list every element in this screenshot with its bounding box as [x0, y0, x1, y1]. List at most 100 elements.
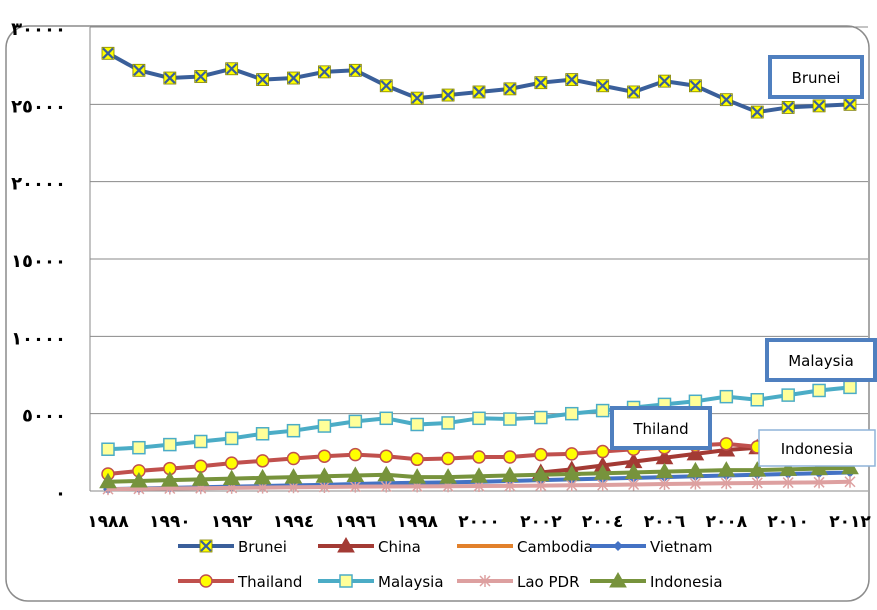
data-point — [194, 434, 208, 449]
grid-lines — [90, 26, 868, 415]
data-point — [810, 459, 828, 476]
x-tick-label: ٢٠٠٠ — [458, 512, 500, 532]
data-point — [750, 392, 764, 407]
data-point — [720, 477, 732, 490]
data-point — [315, 467, 334, 483]
data-point — [535, 479, 547, 492]
data-point — [689, 477, 701, 490]
data-point — [655, 462, 674, 479]
legend-entry-lao-pdr: Lao PDR — [457, 573, 580, 591]
data-point — [609, 571, 627, 588]
data-point — [318, 65, 331, 79]
data-point — [255, 427, 270, 441]
data-point — [503, 412, 517, 426]
data-point — [287, 71, 300, 85]
data-point — [410, 417, 424, 432]
data-point — [472, 450, 486, 464]
x-tick-label: ١٩٩٤ — [273, 512, 315, 532]
data-point — [286, 423, 301, 438]
data-point — [470, 467, 488, 483]
data-point — [688, 394, 703, 409]
data-point — [224, 456, 239, 470]
x-tick-label: ١٩٩٢ — [211, 512, 253, 532]
x-tick-label: ٢٠٠٤ — [582, 512, 624, 532]
data-point — [377, 465, 396, 482]
data-point — [628, 478, 640, 491]
data-point — [255, 454, 270, 468]
x-tick-label: ٢٠١٠ — [767, 512, 809, 532]
legend-entry-china: China — [318, 536, 421, 556]
data-point — [130, 471, 148, 488]
data-point — [348, 447, 363, 462]
legend-entry-thailand: Thailand — [178, 573, 302, 591]
y-tick-label: ٠ — [55, 483, 66, 504]
data-point — [253, 468, 272, 485]
data-point — [719, 93, 733, 107]
y-tick-label: ٢٥٠٠٠ — [11, 96, 66, 117]
data-point — [408, 468, 427, 484]
legend-label: Lao PDR — [517, 573, 580, 591]
legend-label: Cambodia — [517, 538, 593, 556]
data-point — [379, 449, 393, 463]
legend-entry-malaysia: Malaysia — [318, 573, 444, 591]
data-point — [719, 437, 734, 451]
data-point — [441, 88, 455, 102]
data-point — [441, 416, 455, 430]
data-point — [534, 447, 548, 462]
data-point — [565, 406, 579, 421]
y-tick-label: ٥٠٠٠ — [22, 406, 66, 427]
data-point — [534, 410, 548, 425]
data-point — [346, 466, 365, 483]
data-point — [194, 70, 208, 83]
data-point — [779, 460, 798, 476]
data-point — [379, 79, 393, 93]
annotation-malaysia: Malaysia — [765, 338, 877, 382]
data-point — [224, 431, 239, 446]
y-tick-labels: ٠ ٥٠٠٠ ١٠٠٠٠ ١٥٠٠٠ ٢٠٠٠٠ ٢٥٠٠٠ ٣٠٠٠٠ — [11, 19, 66, 504]
data-point — [531, 465, 550, 482]
data-point — [348, 414, 363, 429]
data-point — [750, 105, 764, 119]
data-point — [191, 470, 210, 486]
legend-label: Brunei — [238, 538, 287, 556]
data-point — [222, 469, 241, 486]
data-point — [199, 574, 213, 588]
data-point — [689, 79, 702, 93]
data-point — [658, 478, 671, 491]
y-tick-label: ٣٠٠٠٠ — [11, 19, 66, 40]
data-point — [596, 79, 610, 93]
data-point — [748, 461, 767, 477]
series-brunei — [101, 46, 857, 119]
data-point — [284, 468, 303, 484]
data-point — [410, 91, 424, 105]
data-point — [410, 452, 424, 467]
data-point — [479, 575, 491, 587]
series-indonesia — [99, 458, 859, 489]
data-point — [199, 539, 213, 553]
data-point — [565, 447, 579, 461]
data-point — [686, 461, 705, 478]
data-point — [337, 536, 355, 553]
data-point — [380, 480, 392, 493]
data-point — [318, 480, 330, 493]
data-point — [812, 99, 826, 113]
legend-entry-indonesia: Indonesia — [590, 571, 723, 591]
data-point — [379, 411, 393, 426]
data-point — [348, 63, 362, 77]
x-tick-label: ٢٠٠٦ — [644, 512, 686, 532]
y-tick-label: ٢٠٠٠٠ — [11, 174, 66, 195]
data-point — [658, 74, 671, 88]
x-tick-label: ١٩٩٨ — [396, 512, 438, 532]
data-point — [751, 476, 763, 489]
data-point — [613, 541, 623, 551]
data-point — [503, 450, 517, 464]
data-point — [317, 449, 332, 463]
data-point — [472, 85, 486, 99]
data-point — [781, 101, 795, 114]
data-point — [317, 419, 332, 433]
legend-entry-cambodia: Cambodia — [457, 538, 593, 556]
data-point — [101, 442, 115, 456]
data-point — [256, 73, 269, 86]
